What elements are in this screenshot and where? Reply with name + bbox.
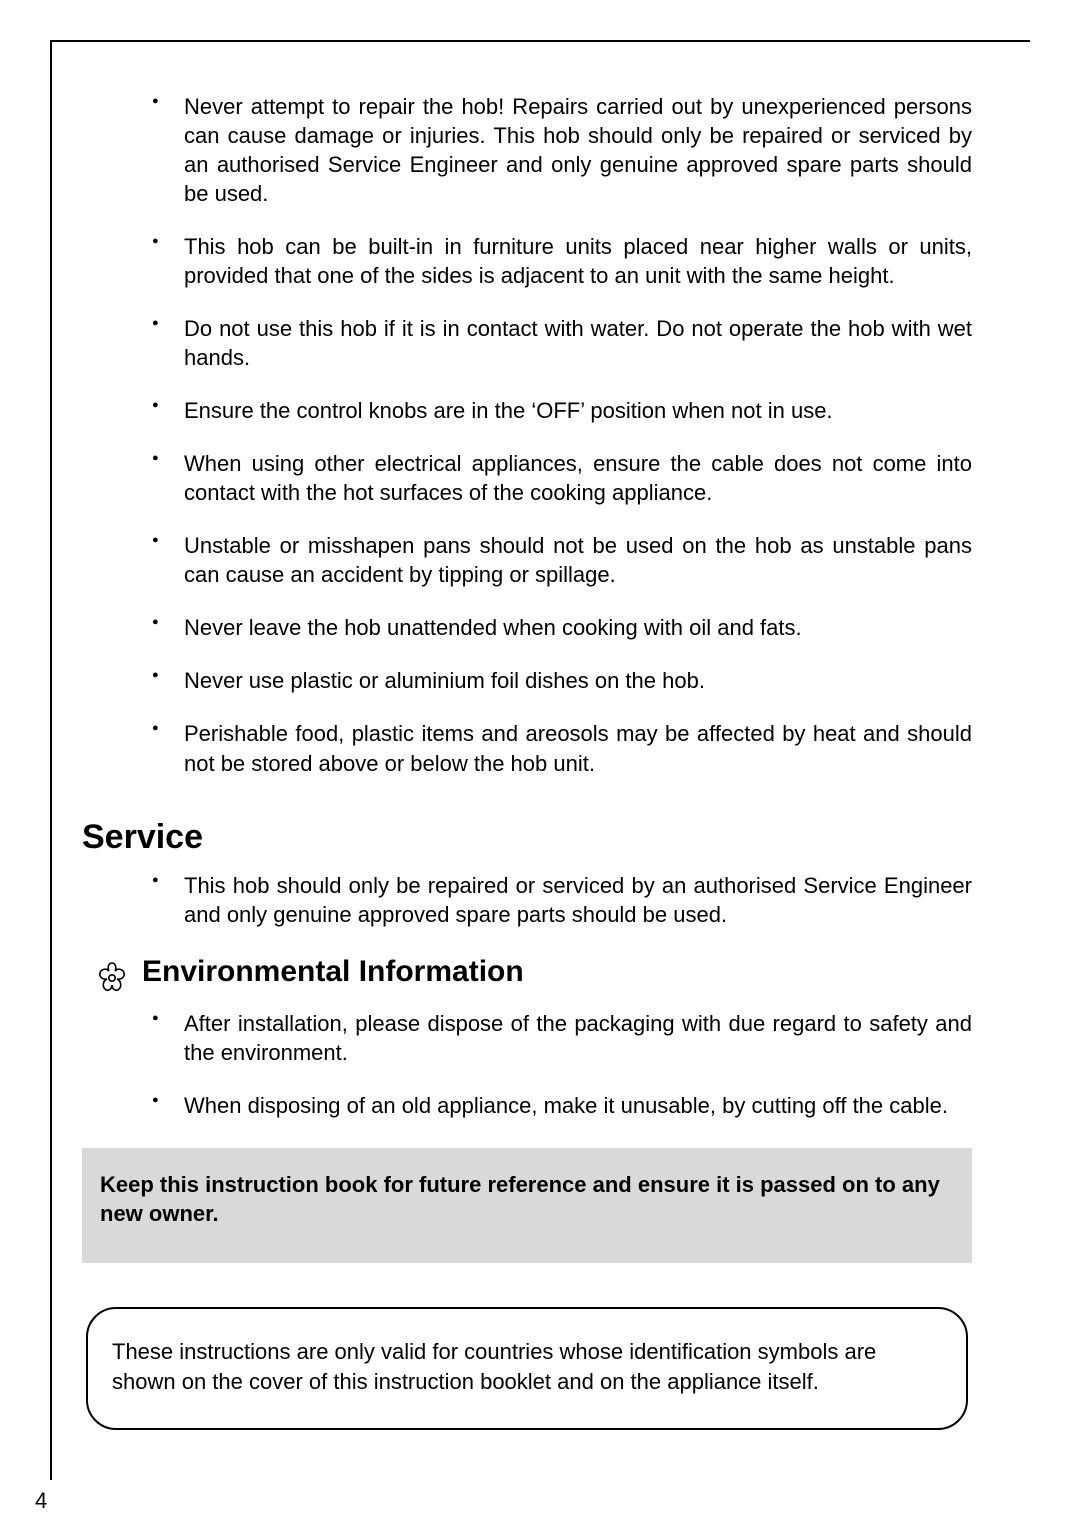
keep-instruction-text: Keep this instruction book for future re… (100, 1170, 954, 1229)
page: Never attempt to repair the hob! Repairs… (0, 0, 1080, 1532)
list-item: Never leave the hob unattended when cook… (152, 613, 972, 642)
keep-instruction-box: Keep this instruction book for future re… (82, 1148, 972, 1263)
country-notice-text: These instructions are only valid for co… (112, 1337, 942, 1396)
service-heading: Service (82, 818, 972, 857)
list-item: Perishable food, plastic items and areos… (152, 719, 972, 777)
page-content: Never attempt to repair the hob! Repairs… (52, 42, 1030, 1430)
list-item: Never use plastic or aluminium foil dish… (152, 666, 972, 695)
country-notice-box: These instructions are only valid for co… (86, 1307, 968, 1430)
list-item: When disposing of an old appliance, make… (152, 1091, 972, 1120)
page-number: 4 (35, 1488, 47, 1514)
environmental-heading: Environmental Information (142, 955, 524, 989)
list-item: Ensure the control knobs are in the ‘OFF… (152, 396, 972, 425)
page-frame: Never attempt to repair the hob! Repairs… (50, 40, 1030, 1480)
list-item: When using other electrical appliances, … (152, 449, 972, 507)
safety-bullet-list: Never attempt to repair the hob! Repairs… (152, 92, 972, 778)
flower-icon (82, 955, 142, 999)
list-item: Unstable or misshapen pans should not be… (152, 531, 972, 589)
environmental-heading-row: Environmental Information (82, 955, 972, 999)
list-item: Do not use this hob if it is in contact … (152, 314, 972, 372)
service-bullet-list: This hob should only be repaired or serv… (152, 871, 972, 929)
list-item: Never attempt to repair the hob! Repairs… (152, 92, 972, 208)
environmental-bullet-list: After installation, please dispose of th… (152, 1009, 972, 1120)
list-item: This hob can be built-in in furniture un… (152, 232, 972, 290)
list-item: After installation, please dispose of th… (152, 1009, 972, 1067)
list-item: This hob should only be repaired or serv… (152, 871, 972, 929)
